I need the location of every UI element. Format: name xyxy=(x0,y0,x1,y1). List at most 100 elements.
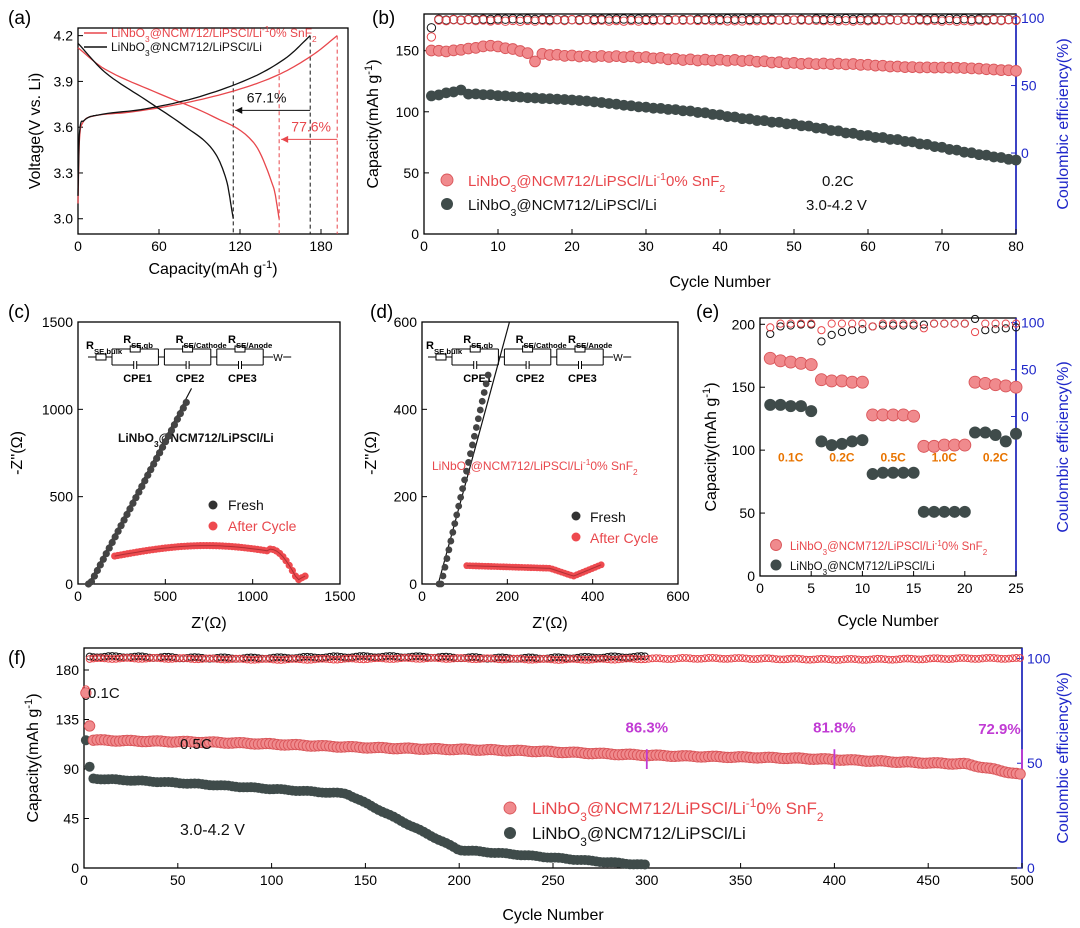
legend-label: Fresh xyxy=(228,497,264,513)
ce-point xyxy=(611,15,622,26)
ce-point xyxy=(314,654,323,663)
ce-point xyxy=(423,654,432,663)
fresh-point xyxy=(173,415,182,423)
ce-point xyxy=(292,655,300,663)
ce-point xyxy=(619,14,629,24)
x-tick-label: 180 xyxy=(309,238,333,254)
ce-point xyxy=(441,15,451,26)
fresh-point xyxy=(147,466,155,474)
ce-point xyxy=(767,15,777,26)
y-tick-label: 600 xyxy=(394,314,418,330)
ce-point xyxy=(981,326,990,335)
ce-point xyxy=(307,655,315,664)
ce-point xyxy=(868,322,877,331)
ce-point xyxy=(774,15,784,25)
text-span: LiNbO xyxy=(111,40,145,54)
legend-label: After Cycle xyxy=(228,518,297,534)
capacity-point xyxy=(83,720,96,732)
y-tick-label: 45 xyxy=(63,811,79,827)
circuit-label: RSE/Cathode xyxy=(516,334,568,350)
ce-point xyxy=(303,655,312,664)
x-tick-label: 1000 xyxy=(237,588,268,604)
fresh-point xyxy=(105,544,113,552)
fresh-point xyxy=(167,426,176,435)
ce-point xyxy=(663,15,673,26)
capacity-point xyxy=(907,466,920,479)
ce-point xyxy=(637,655,646,664)
y-tick-label: 200 xyxy=(732,316,756,332)
ce-point xyxy=(607,655,616,664)
text-span: Capacity(mAh g xyxy=(148,261,262,278)
circuit-label: RSE,gb xyxy=(123,334,153,350)
ce-point xyxy=(528,653,537,662)
circuit-label: RSE,bulk xyxy=(86,340,123,356)
ce-point xyxy=(809,655,818,664)
ce-point xyxy=(907,15,918,26)
x-tick-label: 0 xyxy=(74,238,82,254)
ce-point xyxy=(530,16,540,26)
fresh-point xyxy=(164,432,173,440)
fresh-point xyxy=(445,546,453,554)
ce-point xyxy=(1001,654,1010,663)
ce-point xyxy=(430,653,439,662)
legend-marker xyxy=(571,532,581,542)
rate-label: 0.2C xyxy=(822,173,854,190)
capacity-point xyxy=(938,505,951,518)
text-span: 2 xyxy=(719,183,725,195)
ce-point xyxy=(559,15,570,26)
fresh-point xyxy=(461,476,468,484)
y-tick-label: 0 xyxy=(411,226,419,242)
ce-point xyxy=(220,655,229,664)
ce-point xyxy=(565,655,574,663)
ce-point xyxy=(719,654,728,663)
x-tick-label: 250 xyxy=(541,872,565,888)
text-span: 3 xyxy=(511,183,517,195)
ce-point xyxy=(752,15,762,26)
capacity-point xyxy=(815,435,828,448)
ce-point xyxy=(363,655,372,664)
ce-point xyxy=(104,654,113,663)
plot-frame xyxy=(77,321,341,585)
ce-point xyxy=(494,655,503,664)
voltage-curve xyxy=(77,35,311,196)
ce-point xyxy=(841,16,851,26)
ce-point xyxy=(224,655,233,664)
ce-point xyxy=(922,16,932,26)
ce-point xyxy=(145,654,154,663)
ce-point xyxy=(1003,14,1014,25)
ce-point xyxy=(235,654,244,663)
ce-point xyxy=(280,653,289,662)
ce-point xyxy=(678,654,687,662)
panel-a: (a) 0 60 120 180 3.0 3.3 3.6 3.9 4.2 Capacity(mAh … xyxy=(8,8,349,278)
text-span: @NCM712/LiPSCl/Li xyxy=(587,799,746,818)
fresh-point xyxy=(120,516,128,524)
retention-label: 67.1% xyxy=(247,89,287,105)
ce-point xyxy=(457,654,465,662)
ce-point xyxy=(187,654,195,663)
fresh-point xyxy=(182,398,190,407)
text-span: LiNbO xyxy=(468,173,511,190)
text-span: SE/Cathode xyxy=(524,341,568,350)
ce-point xyxy=(100,654,109,663)
text-span: 2 xyxy=(983,548,988,557)
text-span: SE/Anode xyxy=(236,341,273,350)
capacity-point xyxy=(805,405,818,418)
text-span: ) xyxy=(272,261,277,278)
x-axis-title: Cycle Number xyxy=(502,907,604,924)
ce-point xyxy=(757,654,766,663)
ce-point xyxy=(911,655,919,664)
ce-point xyxy=(807,319,816,328)
fresh-point xyxy=(457,493,465,501)
ce-point xyxy=(528,655,537,664)
y-tick-label: 0 xyxy=(747,568,755,584)
text-span: R xyxy=(176,334,184,346)
ce-point xyxy=(789,15,799,25)
text-span: @NCM712/LiPSCl/Li xyxy=(150,40,262,54)
y-tick-label: 100 xyxy=(396,104,420,120)
ce-point xyxy=(663,655,672,663)
fresh-point xyxy=(138,482,146,491)
y-tick-label: 200 xyxy=(394,489,418,505)
ce-point xyxy=(678,15,688,25)
ce-point xyxy=(589,16,599,26)
legend-marker xyxy=(208,521,218,531)
